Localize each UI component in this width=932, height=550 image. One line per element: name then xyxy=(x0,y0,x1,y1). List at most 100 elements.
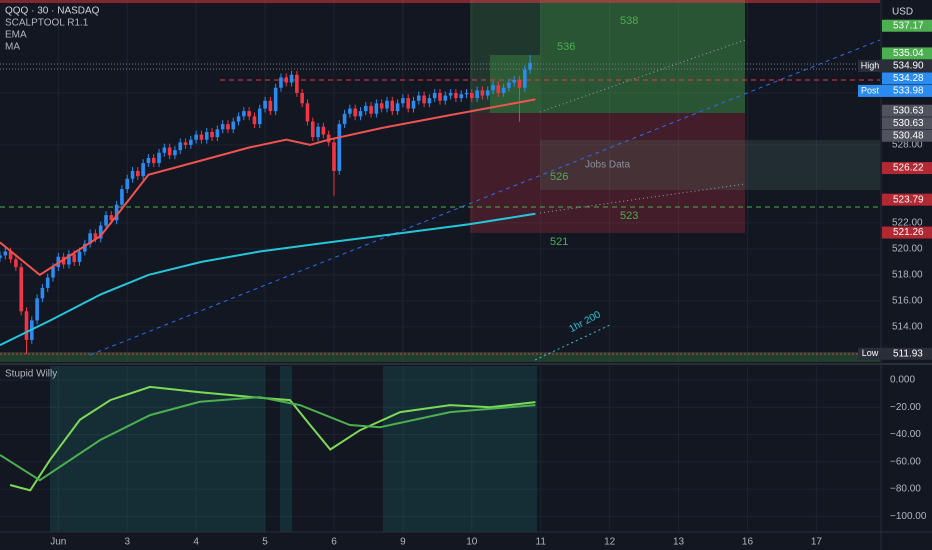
top-band xyxy=(0,0,880,3)
y-tick-label: 514.00 xyxy=(892,322,923,333)
series-line xyxy=(0,396,536,482)
level-label: 521 xyxy=(550,236,568,248)
axes: Jun34569101112131617532.00528.00522.0052… xyxy=(50,19,932,548)
signal-band xyxy=(50,366,265,532)
trend-line xyxy=(539,39,746,113)
price-badge-label: 535.04 xyxy=(893,48,924,59)
candle-body xyxy=(231,121,236,130)
jobs-zone xyxy=(540,140,880,190)
candle-body xyxy=(77,251,82,262)
candle-body xyxy=(485,90,490,96)
candle-body xyxy=(284,77,289,83)
candle-body xyxy=(162,147,167,153)
candle-body xyxy=(305,103,310,122)
y-tick-label: 516.00 xyxy=(892,296,923,307)
price-badge xyxy=(882,193,932,206)
candle-body xyxy=(8,251,13,260)
candle-body xyxy=(178,142,183,151)
candle-body xyxy=(379,103,384,109)
indicator-label: SCALPTOOL R1.1 xyxy=(5,18,89,29)
candle-body xyxy=(35,298,39,321)
price-badge-label: 523.79 xyxy=(893,194,924,205)
candle-body xyxy=(401,98,405,104)
grid xyxy=(0,0,880,532)
x-tick-label: 12 xyxy=(604,537,616,548)
candle-body xyxy=(199,134,204,140)
series-line xyxy=(0,98,536,277)
y-tick-label: −100.00 xyxy=(890,511,927,522)
x-tick-label: 4 xyxy=(193,537,199,548)
entry-zone xyxy=(490,55,540,113)
candle-body xyxy=(395,103,400,112)
price-tag-label: Low xyxy=(862,348,879,358)
y-tick-label: 0.000 xyxy=(890,375,915,386)
candle-body xyxy=(438,92,442,101)
candle-body xyxy=(342,113,347,125)
candle-body xyxy=(422,95,426,104)
candle-body xyxy=(173,150,177,156)
candle-body xyxy=(257,108,262,125)
price-badge-label: 530.63 xyxy=(893,118,924,129)
candle-body xyxy=(523,69,527,88)
price-badge-label: 521.26 xyxy=(893,227,924,238)
chart-title: QQQ · 30 · NASDAQ xyxy=(5,6,100,17)
y-tick-label: 528.00 xyxy=(892,140,923,151)
candle-body xyxy=(215,129,220,138)
y-tick-label: −40.00 xyxy=(890,429,921,440)
candle-body xyxy=(67,254,71,265)
candle-body xyxy=(130,170,135,179)
indicator-label: EMA xyxy=(5,30,27,41)
x-tick-label: 6 xyxy=(331,537,337,548)
candle-body xyxy=(242,111,246,117)
candle-body xyxy=(448,92,453,96)
candle-body xyxy=(51,267,55,278)
level-label: 526 xyxy=(550,171,568,183)
candle-body xyxy=(157,152,161,164)
candle-body xyxy=(374,103,379,114)
price-badge-label: 511.93 xyxy=(893,348,923,359)
candle-body xyxy=(83,243,87,252)
candle-body xyxy=(496,85,501,93)
candle-body xyxy=(226,124,230,130)
currency: USD xyxy=(892,7,913,18)
candle-body xyxy=(220,124,225,130)
oscillator-pane xyxy=(0,385,536,492)
price-badge xyxy=(882,47,932,60)
candle-body xyxy=(40,287,45,299)
candle-body xyxy=(268,100,273,112)
candle-body xyxy=(470,92,474,99)
candle-body xyxy=(443,95,448,101)
candle-body xyxy=(19,267,24,312)
candle-body xyxy=(273,87,278,112)
candle-body xyxy=(24,311,29,340)
low-band xyxy=(0,352,880,362)
candle-body xyxy=(369,105,373,114)
candle-body xyxy=(136,170,140,177)
price-badge-label: 530.63 xyxy=(893,105,924,116)
candle-body xyxy=(321,126,326,135)
y-tick-label: −60.00 xyxy=(890,456,921,467)
candle-body xyxy=(279,77,283,88)
candle-body xyxy=(72,254,77,262)
y-tick-label: −80.00 xyxy=(890,484,921,495)
price-tag xyxy=(858,347,882,360)
price-badge xyxy=(882,104,932,117)
candle-body xyxy=(332,142,336,171)
candle-body xyxy=(120,189,124,205)
candle-body xyxy=(454,92,458,99)
candle-body xyxy=(146,157,151,164)
candle-body xyxy=(252,116,257,125)
trend-line xyxy=(539,183,746,214)
candle-body xyxy=(289,74,294,83)
candle-body xyxy=(480,90,485,96)
x-tick-label: Jun xyxy=(50,537,66,548)
candle-body xyxy=(167,147,172,156)
x-tick-label: 3 xyxy=(124,537,130,548)
x-tick-label: 10 xyxy=(466,537,478,548)
candle-body xyxy=(45,277,50,288)
candle-body xyxy=(459,94,464,99)
trend-line xyxy=(534,324,611,361)
price-badge-label: 537.17 xyxy=(893,20,924,31)
candle-body xyxy=(210,131,214,138)
